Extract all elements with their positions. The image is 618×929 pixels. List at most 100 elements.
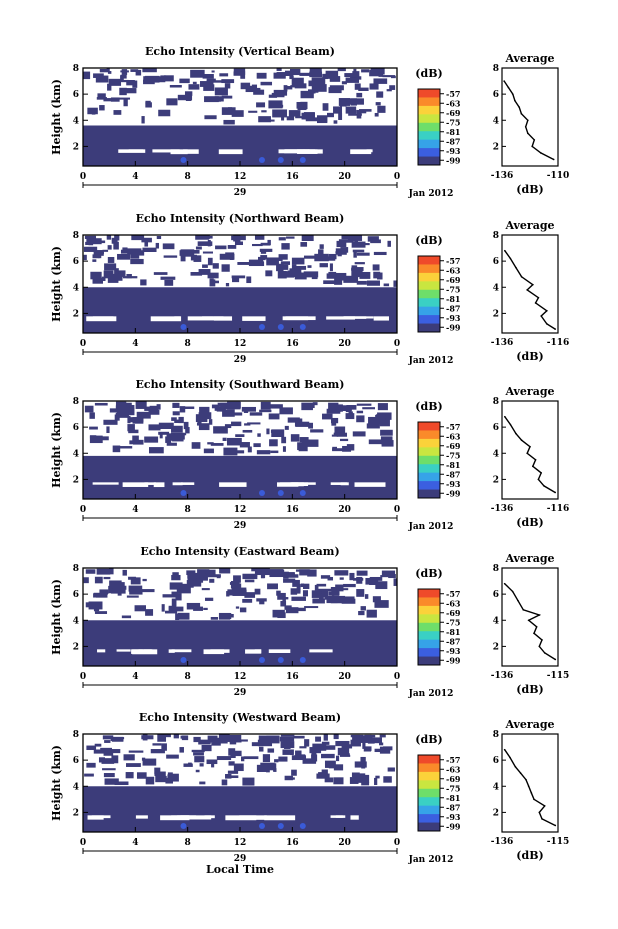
heatmap-cell <box>241 406 256 412</box>
heatmap-cell <box>358 610 365 616</box>
heatmap-cell <box>175 593 182 601</box>
heatmap-cell <box>186 580 194 588</box>
ytick-label: 2 <box>73 475 79 485</box>
heatmap-cell <box>365 577 379 585</box>
heatmap-cell <box>197 241 213 246</box>
heatmap-cell <box>285 86 293 90</box>
heatmap-cell <box>368 439 382 445</box>
heatmap-cell <box>367 738 375 744</box>
heatmap-cell <box>199 406 210 414</box>
heatmap-cell <box>126 80 135 86</box>
panel-4: Echo Intensity (Westward Beam) 2 4 6 8 Height… <box>50 711 569 876</box>
heatmap-cell <box>346 753 350 756</box>
profile-ytick-label: 8 <box>493 730 499 740</box>
heatmap-blob <box>180 324 187 330</box>
heatmap-cell <box>215 245 227 250</box>
heatmap-cell <box>265 570 273 575</box>
heatmap-cell <box>351 269 363 278</box>
profile-title: Average <box>504 718 554 731</box>
heatmap-cell <box>322 413 333 420</box>
colorbar-swatch <box>418 755 440 764</box>
heatmap-cell <box>115 401 127 409</box>
heatmap-cell <box>183 763 193 767</box>
heatmap-cell <box>103 751 114 756</box>
colorbar: (dB) -57-63-69-75-81-87-93-99 <box>415 234 461 333</box>
heatmap-gap <box>183 149 199 154</box>
heatmap-cell <box>166 98 178 106</box>
heatmap-gap <box>187 316 214 321</box>
heatmap-layer-0 <box>83 620 397 666</box>
heatmap-cell <box>368 416 381 425</box>
heatmap-gap <box>350 149 372 155</box>
profile-point <box>511 590 514 593</box>
ytick-label: 4 <box>73 283 79 293</box>
heatmap-cell <box>104 740 111 743</box>
heatmap-cell <box>161 743 167 751</box>
colorbar-swatch <box>418 589 440 598</box>
heatmap-cell <box>270 450 279 454</box>
heatmap-cell <box>149 447 164 454</box>
heatmap-cell <box>380 436 393 445</box>
heatmap-cell <box>256 102 266 108</box>
colorbar-frame <box>417 588 441 666</box>
colorbar-swatch <box>418 605 440 615</box>
colorbar-swatch <box>418 114 440 124</box>
heatmap-cell <box>166 754 179 759</box>
heatmap-cell <box>274 93 285 98</box>
colorbar-swatch <box>418 122 440 132</box>
colorbar-swatch <box>418 597 440 607</box>
heatmap-cell <box>331 434 339 437</box>
heatmap-cell <box>221 95 233 99</box>
heatmap-cell <box>361 763 366 769</box>
heatmap-cell <box>177 94 193 101</box>
heatmap-cell <box>197 569 206 578</box>
heatmap-cell <box>179 406 186 413</box>
heatmap-cell <box>301 402 313 411</box>
heatmap-cell <box>168 605 177 611</box>
heatmap-cell <box>130 577 141 585</box>
heatmap-cell <box>145 102 152 108</box>
xtick-label: 16 <box>286 838 299 848</box>
heatmap-cell <box>206 574 221 578</box>
heatmap-cell <box>290 588 298 595</box>
xtick-label: 12 <box>234 339 247 349</box>
heatmap-cell <box>262 754 271 763</box>
profile-point <box>538 645 541 648</box>
heatmap-cell <box>89 412 95 419</box>
heatmap-cell <box>164 279 174 286</box>
heatmap-cell <box>268 413 280 420</box>
profile-point <box>537 478 540 481</box>
heatmap-cell <box>195 769 200 773</box>
heatmap-gap <box>350 815 359 820</box>
heatmap-cell <box>191 749 205 753</box>
panel-1: Echo Intensity (Northward Beam) 2 4 6 8 Heigh… <box>50 212 569 366</box>
heatmap-cell <box>231 235 246 241</box>
profile-point <box>531 145 533 148</box>
profile-point <box>529 445 531 448</box>
heatmap-cell <box>369 576 383 581</box>
heatmap-cell <box>112 585 127 590</box>
xtick-label: 0 <box>394 838 400 848</box>
heatmap-cell <box>97 436 109 441</box>
heatmap-cell <box>339 438 349 442</box>
colorbar-swatch <box>418 323 440 333</box>
colorbar-swatch <box>418 422 440 431</box>
heatmap-cell <box>268 100 283 109</box>
heatmap-cell <box>316 583 327 587</box>
heatmap-cell <box>123 98 128 107</box>
colorbar-label: -81 <box>446 627 460 637</box>
profile-point <box>533 632 535 635</box>
heatmap-cell <box>87 107 98 115</box>
colorbar-label: -63 <box>446 598 461 608</box>
heatmap-gap <box>91 815 111 819</box>
heatmap-cell <box>343 746 348 754</box>
date-label: Jan 2012 <box>408 356 454 366</box>
heatmap-cell <box>278 756 288 762</box>
heatmap-cell <box>127 415 131 424</box>
heatmap-cell <box>307 569 317 577</box>
heatmap-cell <box>212 263 219 269</box>
heatmap-cell <box>308 422 314 429</box>
heatmap-cell <box>179 747 184 753</box>
heatmap-cell <box>258 116 271 123</box>
heatmap-cell <box>157 76 166 83</box>
